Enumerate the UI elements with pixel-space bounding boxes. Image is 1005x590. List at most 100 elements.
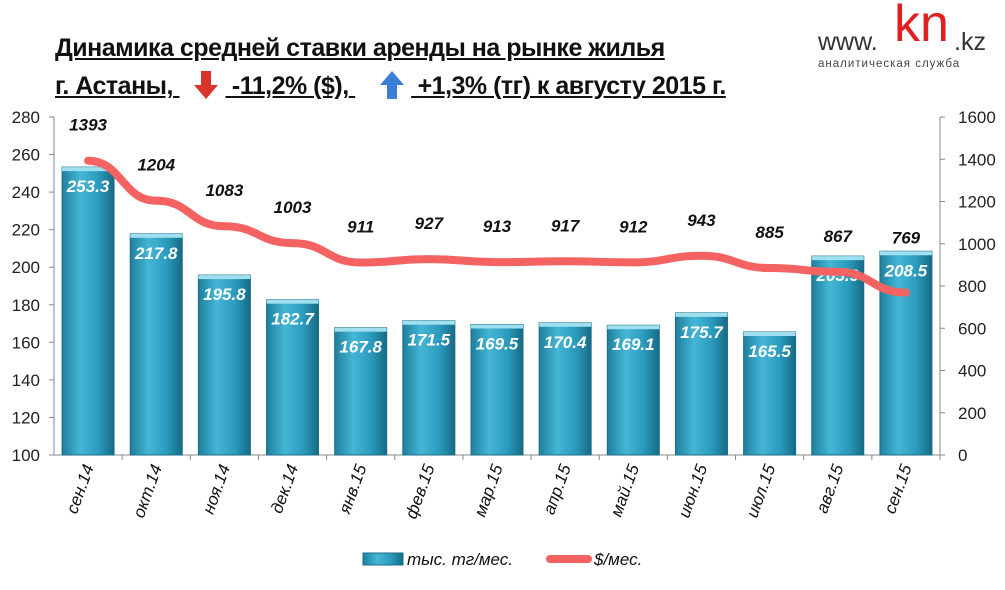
bar	[402, 320, 456, 456]
bar-value-label: 170.4	[544, 333, 587, 352]
bar	[129, 233, 183, 456]
bar	[470, 323, 524, 456]
bar-top-highlight	[811, 256, 864, 261]
bar-value-label: 182.7	[271, 310, 315, 329]
left-tick-label: 140	[12, 371, 40, 390]
line-value-label: 1003	[274, 198, 312, 217]
x-tick-label: авг.15	[812, 461, 847, 515]
city-label: г. Астаны,	[55, 72, 173, 100]
bar	[538, 322, 592, 456]
right-tick-label: 1200	[958, 193, 996, 212]
x-tick-label: окт.14	[129, 462, 166, 520]
bar	[606, 324, 660, 456]
x-tick-label: май.15	[607, 461, 644, 519]
chart-title-line1: Динамика средней ставки аренды на рынке …	[55, 34, 665, 62]
bar-top-highlight	[607, 325, 660, 330]
bar	[61, 166, 115, 456]
bar-top-highlight	[402, 320, 455, 325]
bar	[811, 255, 865, 456]
bar-value-label: 253.3	[66, 177, 110, 196]
line-value-label: 769	[892, 228, 921, 247]
bar-top-highlight	[62, 167, 115, 172]
bar	[266, 299, 320, 456]
x-tick-label: апр.15	[539, 461, 575, 517]
bar-value-label: 195.8	[203, 285, 246, 304]
bar-value-label: 171.5	[408, 331, 451, 350]
chart-title-line2: г. Астаны, -11,2% ($), +1,3% (тг) к авгу…	[55, 71, 726, 101]
right-tick-label: 600	[958, 319, 986, 338]
legend-bar-label: тыс. тг/мес.	[407, 550, 513, 569]
right-tick-label: 1400	[958, 150, 996, 169]
x-tick-label: июн.15	[674, 461, 711, 520]
line-value-label: 927	[415, 214, 445, 233]
left-tick-label: 200	[12, 258, 40, 277]
right-tick-label: 800	[958, 277, 986, 296]
bar	[743, 331, 797, 456]
x-tick-label: сен.14	[63, 462, 98, 516]
line-value-label: 1204	[137, 156, 175, 175]
right-tick-label: 0	[958, 446, 967, 465]
legend-bar-swatch	[362, 552, 404, 566]
bar-value-label: 165.5	[748, 342, 791, 361]
line-value-label: 917	[551, 216, 581, 235]
bar	[197, 274, 251, 456]
x-tick-label: янв.15	[335, 461, 371, 517]
x-tick-label: июл.15	[743, 461, 780, 520]
line-value-label: 911	[347, 218, 374, 237]
logo-prefix: www.	[818, 28, 878, 56]
left-tick-label: 260	[12, 146, 40, 165]
left-tick-label: 240	[12, 183, 40, 202]
x-tick-label: дек.14	[267, 462, 302, 516]
bar-top-highlight	[539, 322, 592, 327]
line-value-label: 943	[687, 211, 716, 230]
right-tick-label: 1600	[958, 108, 996, 127]
right-tick-label: 200	[958, 404, 986, 423]
usd-change: -11,2% ($),	[231, 72, 349, 100]
up-arrow-icon	[380, 71, 405, 99]
x-tick-label: ноя.14	[199, 462, 234, 517]
bar-value-label: 208.5	[884, 261, 928, 280]
bar-top-highlight	[675, 312, 728, 317]
left-tick-label: 280	[12, 108, 40, 127]
bar-top-highlight	[266, 299, 319, 304]
right-tick-label: 1000	[958, 235, 996, 254]
bar-value-label: 217.8	[134, 244, 178, 263]
bar	[334, 327, 388, 456]
bar-top-highlight	[879, 251, 932, 256]
x-tick-label: мар.15	[470, 461, 507, 519]
logo-suffix: .kz	[954, 28, 986, 56]
bar-value-label: 169.1	[612, 335, 655, 354]
bar-value-label: 175.7	[680, 323, 724, 342]
right-tick-label: 400	[958, 362, 986, 381]
line-value-label: 913	[483, 217, 512, 236]
line-value-label: 1083	[205, 181, 243, 200]
line-value-label: 885	[755, 223, 784, 242]
logo-tagline: аналитическая служба	[818, 58, 961, 70]
line-value-label: 1393	[69, 116, 107, 135]
line-value-label: 867	[824, 227, 854, 246]
left-tick-label: 220	[12, 221, 40, 240]
bar-top-highlight	[743, 332, 796, 337]
logo-brand: kn	[894, 0, 949, 53]
logo: www. kn .kz аналитическая служба	[818, 0, 1003, 72]
bar	[674, 312, 728, 456]
kzt-change: +1,3% (тг) к августу 2015 г.	[417, 72, 727, 100]
x-tick-label: сен.15	[880, 461, 915, 516]
bar-top-highlight	[471, 324, 523, 329]
left-tick-label: 100	[12, 446, 40, 465]
x-tick-label: фев.15	[401, 461, 438, 521]
bar-top-highlight	[334, 327, 387, 332]
usd-line	[84, 156, 910, 297]
bar-value-label: 167.8	[339, 338, 382, 357]
bar-top-highlight	[198, 275, 251, 280]
bar	[879, 250, 933, 456]
bar-top-highlight	[130, 233, 183, 238]
bar-value-label: 169.5	[476, 334, 519, 353]
left-tick-label: 180	[12, 296, 40, 315]
left-tick-label: 160	[12, 333, 40, 352]
line-value-label: 912	[619, 217, 648, 236]
legend-line-label: $/мес.	[593, 550, 642, 569]
left-tick-label: 120	[12, 408, 40, 427]
down-arrow-icon	[194, 71, 219, 99]
